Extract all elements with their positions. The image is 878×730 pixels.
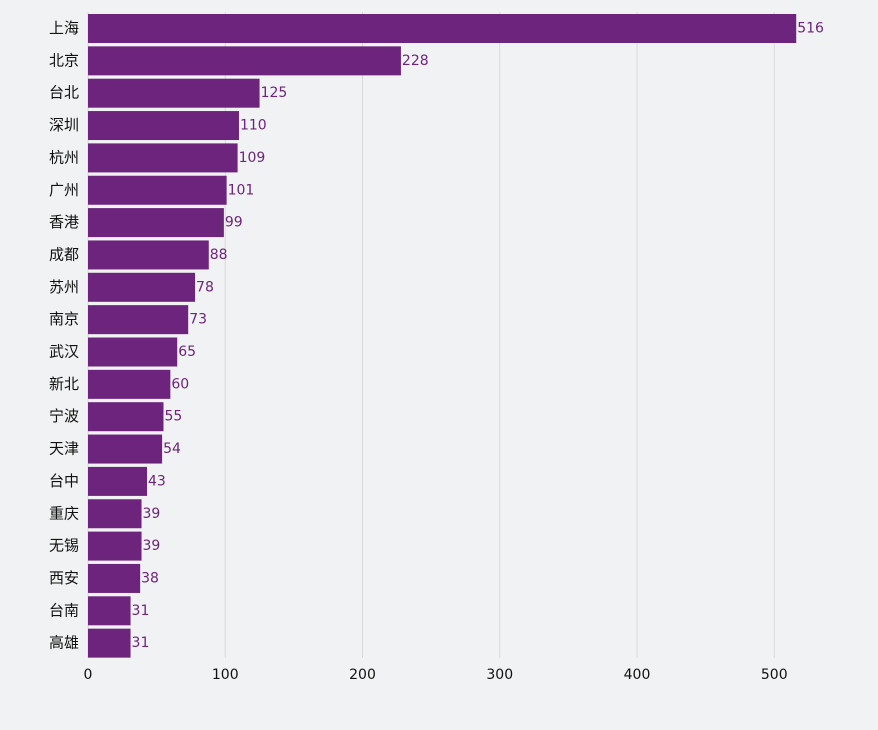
category-label: 天津 — [49, 440, 79, 458]
data-label: 78 — [196, 279, 214, 295]
bar — [88, 466, 148, 496]
bar — [88, 563, 141, 593]
data-label: 54 — [163, 441, 181, 457]
data-label: 516 — [797, 21, 824, 37]
data-label: 110 — [240, 118, 267, 134]
bar — [88, 46, 401, 76]
category-label: 深圳 — [49, 116, 79, 134]
category-label: 香港 — [49, 213, 79, 231]
data-label: 109 — [239, 150, 266, 166]
category-label: 无锡 — [49, 537, 79, 555]
category-label: 台中 — [49, 472, 79, 490]
bar — [88, 434, 163, 464]
category-label: 南京 — [49, 310, 79, 328]
x-tick-label: 400 — [624, 667, 651, 683]
data-label: 99 — [225, 215, 243, 231]
x-tick-label: 500 — [761, 667, 788, 683]
x-tick-label: 0 — [84, 667, 93, 683]
bar — [88, 14, 797, 43]
data-label: 38 — [141, 570, 159, 586]
bar — [88, 305, 189, 335]
bar — [88, 175, 227, 205]
bar — [88, 143, 238, 173]
bar — [88, 499, 142, 529]
bar — [88, 272, 196, 302]
data-label: 125 — [261, 85, 288, 101]
category-label: 杭州 — [49, 148, 79, 166]
category-label: 广州 — [49, 181, 79, 199]
data-label: 55 — [164, 409, 182, 425]
bar — [88, 402, 164, 432]
data-label: 60 — [171, 376, 189, 392]
data-label: 39 — [143, 506, 161, 522]
bar — [88, 78, 260, 108]
category-label: 高雄 — [49, 634, 79, 652]
bar — [88, 596, 131, 626]
category-label: 北京 — [49, 51, 79, 69]
data-label: 228 — [402, 53, 429, 69]
category-label: 新北 — [49, 375, 79, 393]
value-labels: 516 228 125 110 109 101 99 88 78 73 65 60 55 54 43 39 39… — [132, 21, 824, 652]
data-label: 39 — [143, 538, 161, 554]
category-label: 苏州 — [49, 278, 79, 296]
x-tick-label: 300 — [486, 667, 513, 683]
category-label: 台南 — [49, 601, 79, 619]
bar — [88, 240, 209, 270]
bar — [88, 337, 178, 367]
category-label: 武汉 — [49, 343, 79, 361]
bar — [88, 111, 239, 141]
data-label: 31 — [132, 635, 150, 651]
data-label: 73 — [189, 312, 207, 328]
bars — [88, 14, 797, 658]
data-label: 65 — [178, 344, 196, 360]
bar — [88, 369, 171, 399]
category-label: 台北 — [49, 84, 79, 102]
data-label: 88 — [210, 247, 228, 263]
category-label: 上海 — [49, 19, 79, 37]
data-label: 43 — [148, 473, 166, 489]
category-label: 宁波 — [49, 407, 79, 425]
category-label: 西安 — [49, 569, 79, 587]
x-tick-label: 200 — [349, 667, 376, 683]
x-axis-ticks: 0 100 200 300 400 500 — [84, 667, 788, 683]
data-label: 101 — [228, 182, 255, 198]
category-label: 成都 — [49, 245, 79, 263]
bar — [88, 208, 224, 238]
grid-lines — [87, 12, 775, 658]
category-label: 重庆 — [49, 504, 79, 522]
x-tick-label: 100 — [212, 667, 239, 683]
bar — [88, 531, 142, 561]
bar — [88, 628, 131, 658]
data-label: 31 — [132, 603, 150, 619]
